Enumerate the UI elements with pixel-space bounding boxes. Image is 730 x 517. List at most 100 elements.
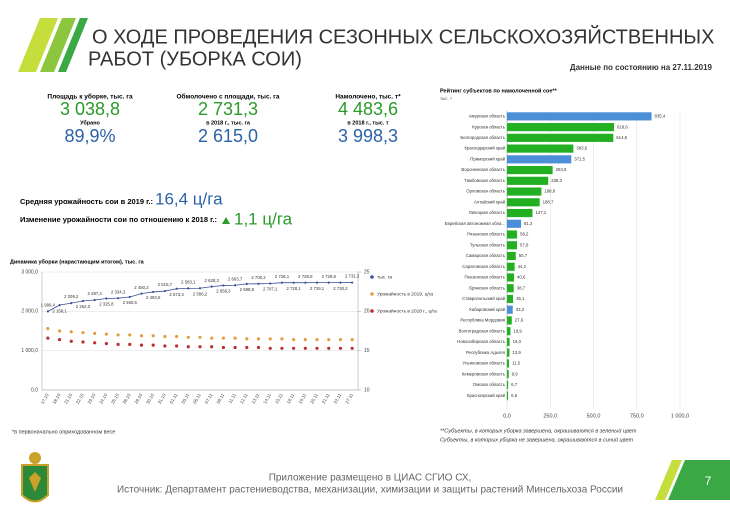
x-tick-label: 18.11 <box>286 392 296 404</box>
yield-dot <box>338 338 343 342</box>
data-label: 2 728,1 <box>275 274 290 279</box>
data-label: 2 573,3 <box>169 292 184 297</box>
bar <box>507 391 509 400</box>
yield-dot <box>245 337 249 341</box>
data-label: 2 209,2 <box>64 294 79 299</box>
bar <box>507 112 652 121</box>
yield-dot <box>303 338 307 342</box>
date: Данные по состоянию на 27.11.2019 <box>570 63 713 72</box>
yield-dot <box>280 337 284 341</box>
data-label: 2 729,8 <box>322 274 337 279</box>
category-label: Курская область <box>472 124 506 129</box>
x-tick-label: 500,0 <box>587 413 601 419</box>
point <box>152 290 155 294</box>
x-tick-label: 0,0 <box>503 413 511 419</box>
data-label: 57,8 <box>520 242 529 247</box>
x-tick-label: 28.10 <box>122 392 132 405</box>
data-label: 44,2 <box>518 264 527 269</box>
yield-dot <box>256 337 261 341</box>
data-label: 33,2 <box>516 307 525 312</box>
chart-title: Рейтинг субъектов по намолоченной сое** <box>440 87 558 94</box>
x-tick-label: 750,0 <box>630 413 644 419</box>
category-label: Рязанская область <box>467 232 505 237</box>
category-label: Брянская область <box>469 285 506 290</box>
note: **Субъекты, в которых уборка завершена, … <box>440 427 637 434</box>
x-tick-label: 11.11 <box>227 392 237 404</box>
chart-title: Динамика уборки (нарастающим итогом), ты… <box>10 258 145 265</box>
point <box>187 287 190 290</box>
x-tick-label: 18.10 <box>51 392 61 405</box>
y-tick-label: 1 000,0 <box>21 348 38 354</box>
data-label: 50,7 <box>519 253 528 258</box>
yield-dot <box>303 346 307 350</box>
page-badge <box>668 460 730 500</box>
bar <box>507 176 549 185</box>
yield-dot <box>350 346 354 350</box>
legend-marker <box>370 309 374 313</box>
up-arrow <box>222 217 230 224</box>
yield-dot <box>104 341 108 346</box>
yield-dot <box>315 346 319 350</box>
bar <box>507 380 509 389</box>
yield-dot <box>221 336 226 340</box>
point <box>257 282 260 285</box>
title: РАБОТ (УБОРКА СОИ) <box>88 48 302 70</box>
data-label: 263,8 <box>556 167 567 172</box>
category-label: Волгоградская область <box>459 328 506 333</box>
yield-dot <box>210 345 214 349</box>
category-label: Приморский край <box>470 156 505 161</box>
data-label: 19,9 <box>513 328 522 333</box>
data-label: 11,5 <box>512 361 521 366</box>
yield-dot <box>93 331 97 335</box>
yield-dot <box>163 334 167 339</box>
x-tick-label: 24.10 <box>98 392 108 405</box>
yield-dot <box>186 345 190 349</box>
yield-dot <box>81 330 85 335</box>
kpi-sub-value: 3 998,3 <box>338 126 398 146</box>
point <box>81 299 85 303</box>
yield-dot <box>338 346 343 350</box>
yield-dot <box>280 346 284 350</box>
data-label: 618,6 <box>617 124 628 129</box>
kpi-label: Площадь к уборке, тыс. га <box>47 93 133 101</box>
data-label: 2 731,3 <box>345 274 360 279</box>
bar <box>507 208 533 218</box>
kpi-sub-value: 89,9% <box>64 126 115 146</box>
x-tick-label: 31.10 <box>157 392 167 405</box>
data-label: 2 515,7 <box>158 282 173 287</box>
x-tick-label: 15.11 <box>274 392 284 404</box>
x-tick-label: 12.11 <box>239 392 249 404</box>
yield-dot <box>116 342 120 346</box>
point <box>222 284 225 287</box>
bar <box>507 251 516 261</box>
yield-dot <box>292 338 296 342</box>
bar <box>507 316 512 325</box>
yield-dot <box>139 334 144 338</box>
kpi-sub-label: в 2018 г., тыс. га <box>206 120 251 126</box>
yield-dot <box>69 339 73 343</box>
point <box>210 285 213 288</box>
data-label: 2 729,1 <box>310 286 325 291</box>
data-label: 13,9 <box>512 350 521 355</box>
kpi-value: 2 731,3 <box>198 99 258 119</box>
y2-tick-label: 15 <box>364 348 370 354</box>
category-label: Республика Адыгея <box>466 350 506 355</box>
bar <box>507 123 615 132</box>
data-label: 238,3 <box>551 178 562 183</box>
yield-dot <box>350 338 354 342</box>
data-label: 6,7 <box>511 382 518 387</box>
category-label: Самарская область <box>466 253 506 258</box>
y2-tick-label: 25 <box>364 269 370 275</box>
data-label: 58,2 <box>520 232 529 237</box>
kpi-sub-label: Убрано <box>80 119 100 126</box>
category-label: Еврейская автономная обла... <box>445 221 505 226</box>
yield-dot <box>210 336 214 340</box>
category-label: Кемеровская область <box>462 371 506 376</box>
category-label: Красноярский край <box>467 393 506 398</box>
yield-dot <box>327 338 331 342</box>
point <box>46 310 49 313</box>
data-label: 371,5 <box>574 156 585 161</box>
stripe <box>40 18 76 72</box>
yield-dot <box>163 344 167 348</box>
